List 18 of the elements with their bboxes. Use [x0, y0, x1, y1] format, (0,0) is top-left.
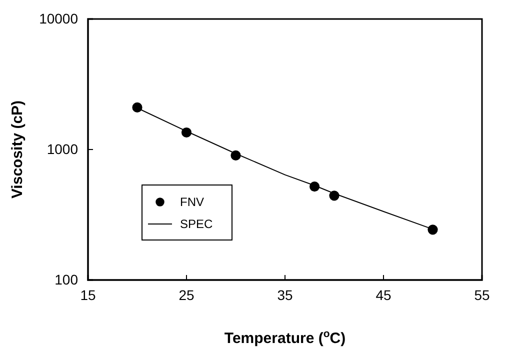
y-tick-label: 10000 [39, 10, 78, 26]
y-axis-title: Viscosity (cP) [9, 100, 26, 199]
point [230, 150, 241, 161]
legend-label: FNV [180, 195, 204, 209]
y-tick-label: 1000 [46, 140, 78, 157]
x-tick-label: 25 [178, 286, 194, 303]
x-tick-label: 55 [474, 286, 490, 303]
point [310, 182, 320, 192]
y-tick-label: 100 [54, 271, 78, 288]
x-tick-label: 35 [277, 286, 293, 303]
point [132, 102, 142, 112]
point [329, 190, 340, 201]
point [428, 224, 438, 235]
x-tick-label: 15 [80, 286, 96, 303]
point [181, 127, 192, 138]
legend-label: SPEC [180, 217, 214, 231]
x-axis-title: Temperature ($^{o}$C) [224, 328, 346, 347]
x-tick-label: 45 [376, 286, 392, 303]
